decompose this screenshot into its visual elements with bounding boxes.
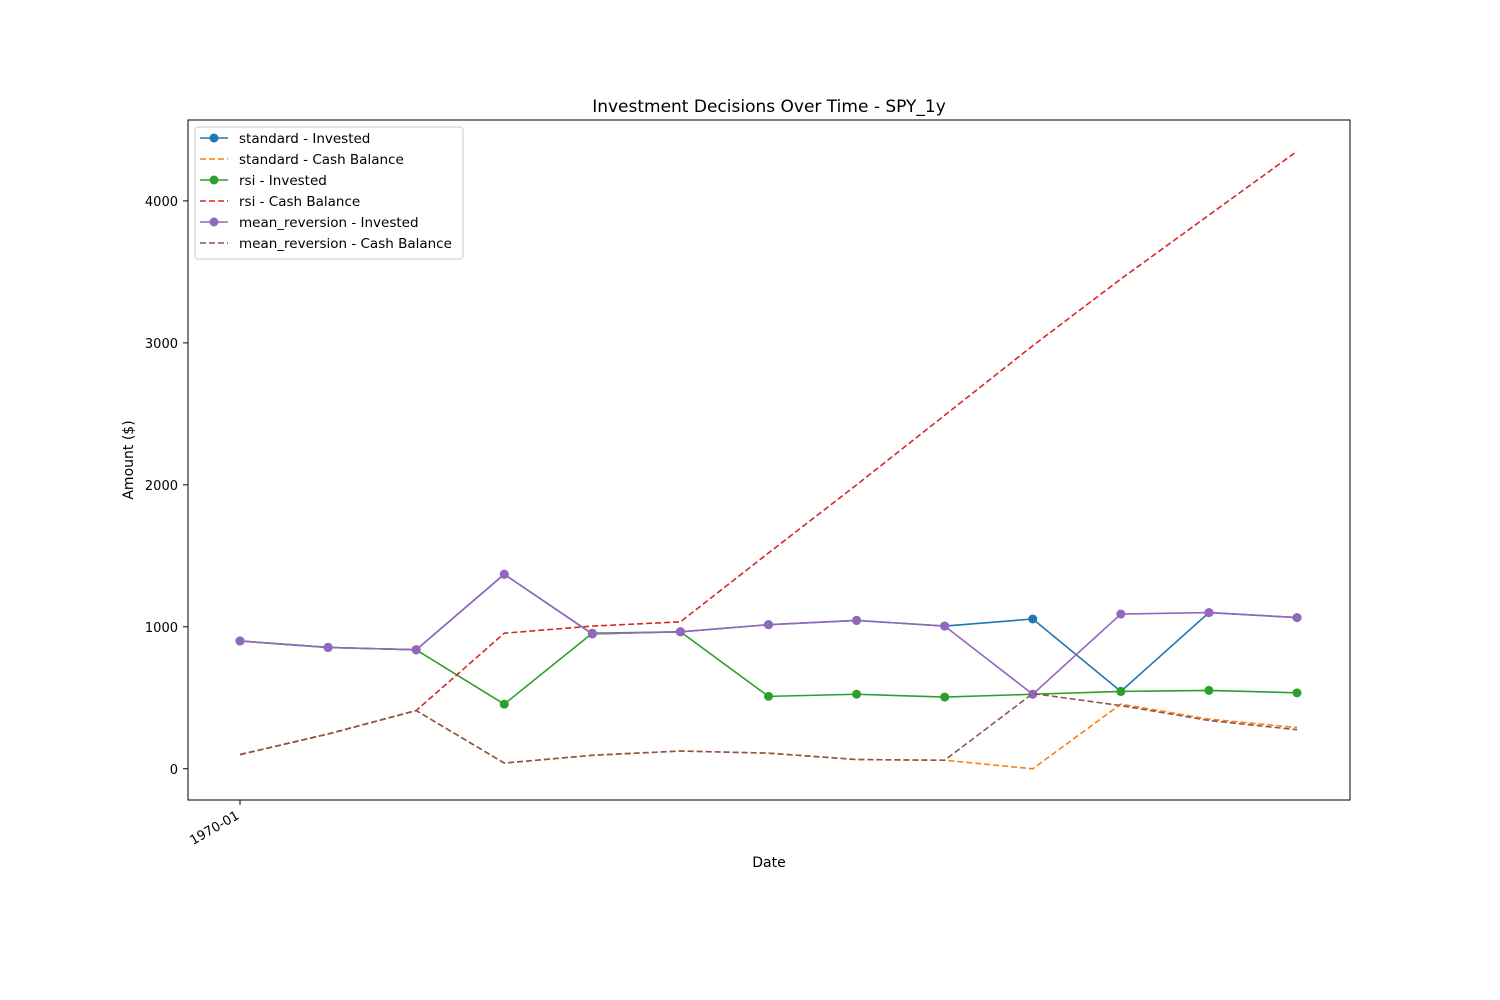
x-axis-label: Date [752, 855, 785, 871]
series-mean-reversion-cash-balance [239, 692, 1298, 764]
data-point-mean-reversion-invested [852, 615, 862, 625]
data-point-mean-reversion-invested [675, 627, 685, 637]
y-tick-label: 4000 [145, 195, 178, 210]
y-tick-label: 3000 [145, 337, 178, 352]
data-point-mean-reversion-invested [235, 636, 245, 646]
data-point-standard-invested [1028, 614, 1038, 624]
data-point-rsi-invested [1292, 688, 1302, 698]
data-point-mean-reversion-invested [1204, 608, 1214, 618]
legend-label: mean_reversion - Cash Balance [239, 236, 452, 252]
data-point-rsi-invested [1116, 686, 1126, 696]
plot-frame [187, 119, 1351, 801]
legend-label: standard - Invested [239, 131, 370, 147]
legend-item-mean-reversion-invested: mean_reversion - Invested [200, 215, 419, 231]
legend-item-rsi-cash-balance: rsi - Cash Balance [200, 194, 360, 210]
series-mean-reversion-invested [235, 569, 1302, 699]
data-point-mean-reversion-invested [323, 642, 333, 652]
legend-item-mean-reversion-cash-balance: mean_reversion - Cash Balance [200, 236, 452, 252]
data-point-mean-reversion-invested [1292, 613, 1302, 623]
legend-marker [209, 217, 219, 227]
data-point-rsi-invested [499, 699, 509, 709]
data-point-mean-reversion-invested [1028, 689, 1038, 699]
legend-label: rsi - Cash Balance [239, 194, 360, 210]
legend-item-standard-invested: standard - Invested [200, 131, 370, 147]
chart-title: Investment Decisions Over Time - SPY_1y [592, 97, 946, 117]
data-point-rsi-invested [1204, 685, 1214, 695]
y-tick-label: 2000 [145, 479, 178, 494]
legend-label: mean_reversion - Invested [239, 215, 419, 231]
plot-area [235, 150, 1302, 770]
legend-box [194, 126, 464, 260]
data-point-mean-reversion-invested [499, 569, 509, 579]
data-point-mean-reversion-invested [1116, 609, 1126, 619]
series-line-mean-reversion-cash-balance [239, 692, 1298, 764]
legend: standard - Invested standard - Cash Balan… [194, 126, 464, 260]
legend-item-rsi-invested: rsi - Invested [200, 173, 327, 189]
y-tick-label: 0 [170, 763, 178, 778]
legend-label: rsi - Invested [239, 173, 327, 189]
data-point-mean-reversion-invested [940, 621, 950, 631]
data-point-rsi-invested [764, 691, 773, 701]
y-axis-label: Amount ($) [121, 420, 137, 499]
data-point-mean-reversion-invested [587, 629, 597, 639]
data-point-rsi-invested [852, 689, 862, 699]
legend-label: standard - Cash Balance [239, 152, 404, 168]
data-point-rsi-invested [940, 692, 950, 702]
legend-marker [209, 175, 219, 185]
legend-marker [209, 133, 219, 143]
data-point-mean-reversion-invested [764, 620, 773, 630]
data-point-mean-reversion-invested [411, 645, 421, 655]
legend-item-standard-cash-balance: standard - Cash Balance [200, 152, 404, 168]
y-tick-label: 1000 [145, 621, 178, 636]
